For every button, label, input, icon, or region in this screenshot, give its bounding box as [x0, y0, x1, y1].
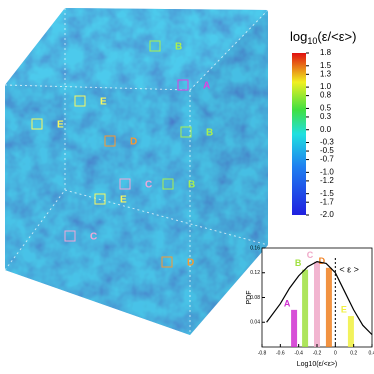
colorbar-tick-label: -1.5	[320, 189, 334, 198]
x-tick-label: 0.4	[369, 350, 374, 356]
title-part: (ε/<ε>)	[317, 29, 356, 44]
probe-box	[180, 126, 192, 138]
title-part: log	[290, 29, 307, 44]
y-axis-label: PDF	[246, 291, 253, 305]
cube-label: D	[187, 258, 194, 269]
probe-box	[74, 95, 86, 107]
mean-label: < ε >	[339, 264, 359, 274]
cube-label: D	[130, 137, 137, 148]
cube-label: E	[57, 120, 64, 131]
cube-label: E	[100, 97, 107, 108]
y-tick-label: 0.04	[250, 320, 260, 326]
probe-box	[64, 230, 76, 242]
bar-label: D	[319, 256, 326, 266]
bar	[347, 316, 354, 347]
bar-label: E	[341, 304, 347, 314]
cube-label: B	[206, 128, 213, 139]
probe-box	[94, 193, 106, 205]
colorbar-tick-label: -1.2	[320, 176, 334, 185]
colorbar-tick-label: -1.0	[320, 167, 334, 176]
x-tick-label: -0.8	[258, 350, 267, 356]
colorbar-tick-label: -2.0	[320, 210, 334, 219]
bar	[302, 269, 309, 347]
turbulence	[5, 8, 268, 335]
cube-label: C	[145, 180, 152, 191]
y-tick-label: 0.16	[250, 245, 260, 251]
cube-label: E	[120, 195, 127, 206]
probe-box	[31, 118, 43, 130]
colorbar-tick-label: -0.5	[320, 146, 334, 155]
y-tick-label: 0.08	[250, 295, 260, 301]
cube-label: B	[175, 42, 182, 53]
bar	[325, 267, 332, 347]
x-tick-label: -0.4	[294, 350, 303, 356]
probe-box	[162, 178, 174, 190]
cube-label: A	[203, 81, 210, 92]
bar-label: B	[295, 258, 302, 268]
cube-label: C	[90, 232, 97, 243]
colorbar-tick-label: -1.7	[320, 197, 334, 206]
colorbar-tick-label: -0.3	[320, 138, 334, 147]
colorbar-tick-label: 1.5	[320, 61, 332, 70]
title-part: 10	[307, 36, 317, 46]
colorbar-title: log10(ε/<ε>)	[290, 29, 356, 46]
probe-box	[149, 40, 161, 52]
x-axis-label: Log10(ε/<ε>)	[297, 361, 338, 368]
cube-label: B	[188, 180, 195, 191]
x-tick-label: -0.6	[276, 350, 285, 356]
hidden-edge	[4, 8, 269, 271]
cube	[4, 8, 269, 335]
probe-box	[177, 79, 189, 91]
x-tick-label: 0	[334, 350, 337, 356]
probe-box	[161, 256, 173, 268]
y-tick-label: 0.12	[250, 270, 260, 276]
bar-label: A	[284, 298, 291, 308]
probe-box	[104, 135, 116, 147]
pdf-curve	[266, 260, 373, 336]
colorbar-tick-label: 0.5	[320, 104, 332, 113]
probe-box	[119, 178, 131, 190]
bar-label: C	[307, 250, 314, 260]
cube-edge	[4, 9, 269, 335]
colorbar-tick-label: 0.0	[320, 125, 332, 134]
colorbar-tick-label: 0.3	[320, 112, 332, 121]
colorbar-tick-label: -0.7	[320, 155, 334, 164]
bar	[291, 309, 298, 347]
colorbar-tick-label: 0.8	[320, 91, 332, 100]
x-tick-label: 0.2	[350, 350, 357, 356]
colorbar	[292, 53, 306, 215]
bar	[314, 261, 320, 347]
colorbar-tick-label: 1.0	[320, 82, 332, 91]
x-tick-label: -0.2	[313, 350, 322, 356]
colorbar-tick-label: 1.3	[320, 69, 332, 78]
colorbar-tick-label: 1.8	[320, 48, 332, 57]
